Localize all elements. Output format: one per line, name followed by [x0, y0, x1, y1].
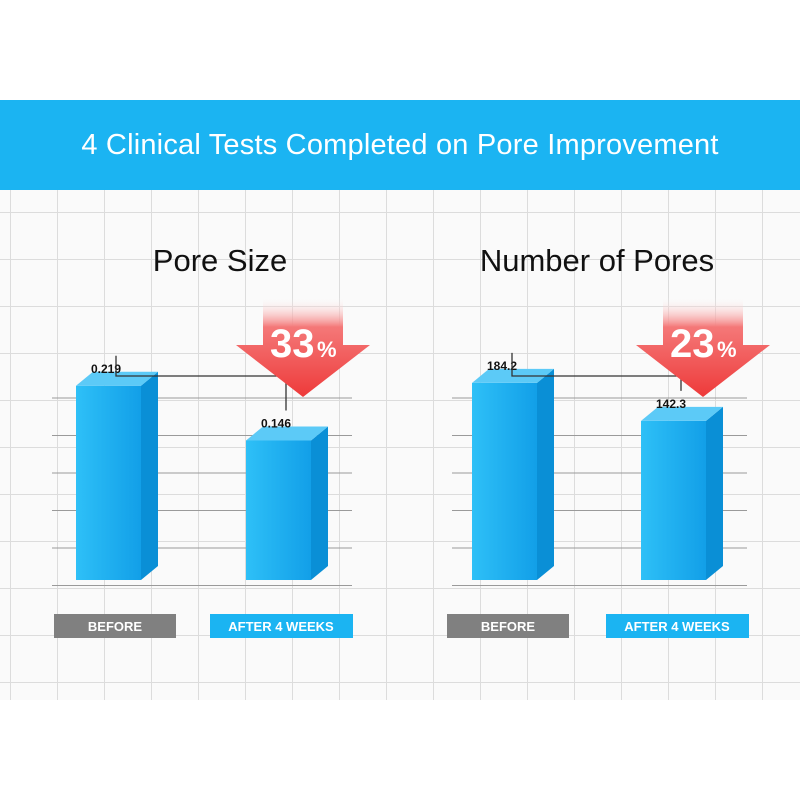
bar	[472, 368, 554, 580]
category-label: BEFORE	[447, 614, 569, 638]
category-label-box	[447, 614, 569, 638]
category-label-text: AFTER 4 WEEKS	[228, 619, 334, 634]
category-label-box	[210, 614, 353, 638]
category-label: AFTER 4 WEEKS	[210, 614, 353, 638]
bar	[76, 371, 158, 580]
bar	[641, 406, 723, 580]
bracket-connector	[115, 355, 287, 411]
bar-top	[76, 371, 158, 386]
chart-title: Number of Pores	[480, 243, 714, 278]
bar-side	[141, 371, 158, 580]
bar-side	[311, 426, 328, 580]
reduction-percent: 33	[270, 322, 315, 366]
banner-title: 4 Clinical Tests Completed on Pore Impro…	[81, 128, 719, 161]
value-label: 0.146	[261, 417, 291, 431]
category-label-text: AFTER 4 WEEKS	[624, 619, 730, 634]
bar-side	[706, 406, 723, 580]
reduction-arrow-icon	[636, 297, 770, 397]
reduction-arrow-icon	[236, 297, 370, 397]
category-label: AFTER 4 WEEKS	[606, 614, 749, 638]
chart-panel-2: Number of Pores 184.2 142.3 23 % BEFORE AFTER …	[447, 243, 770, 638]
value-label: 0.219	[91, 362, 121, 376]
bar-front	[472, 382, 537, 580]
chart-panel-1: Pore Size 0.219 0.146 33 % BEFORE AFTER 4 WEEK…	[52, 243, 370, 638]
chart-title: Pore Size	[153, 243, 287, 278]
bar-front	[641, 420, 706, 580]
category-label-box	[606, 614, 749, 638]
bar	[246, 426, 328, 580]
reduction-percent: 23	[670, 322, 715, 366]
header-banner: 4 Clinical Tests Completed on Pore Impro…	[0, 100, 800, 190]
bar-top	[641, 406, 723, 421]
value-label: 184.2	[487, 359, 517, 373]
category-label-text: BEFORE	[481, 619, 536, 634]
value-label: 142.3	[656, 397, 686, 411]
bar-front	[246, 440, 311, 580]
bar-top	[246, 426, 328, 441]
reduction-percent-sign: %	[717, 337, 737, 362]
bracket-connector	[511, 352, 682, 391]
category-label-text: BEFORE	[88, 619, 143, 634]
category-label-box	[54, 614, 176, 638]
bar-side	[537, 368, 554, 580]
reduction-percent-sign: %	[317, 337, 337, 362]
bar-front	[76, 385, 141, 580]
category-label: BEFORE	[54, 614, 176, 638]
